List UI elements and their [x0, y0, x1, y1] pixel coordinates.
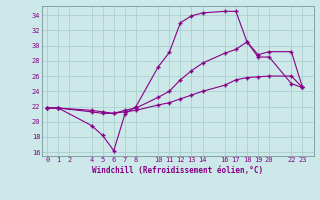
X-axis label: Windchill (Refroidissement éolien,°C): Windchill (Refroidissement éolien,°C) [92, 166, 263, 175]
